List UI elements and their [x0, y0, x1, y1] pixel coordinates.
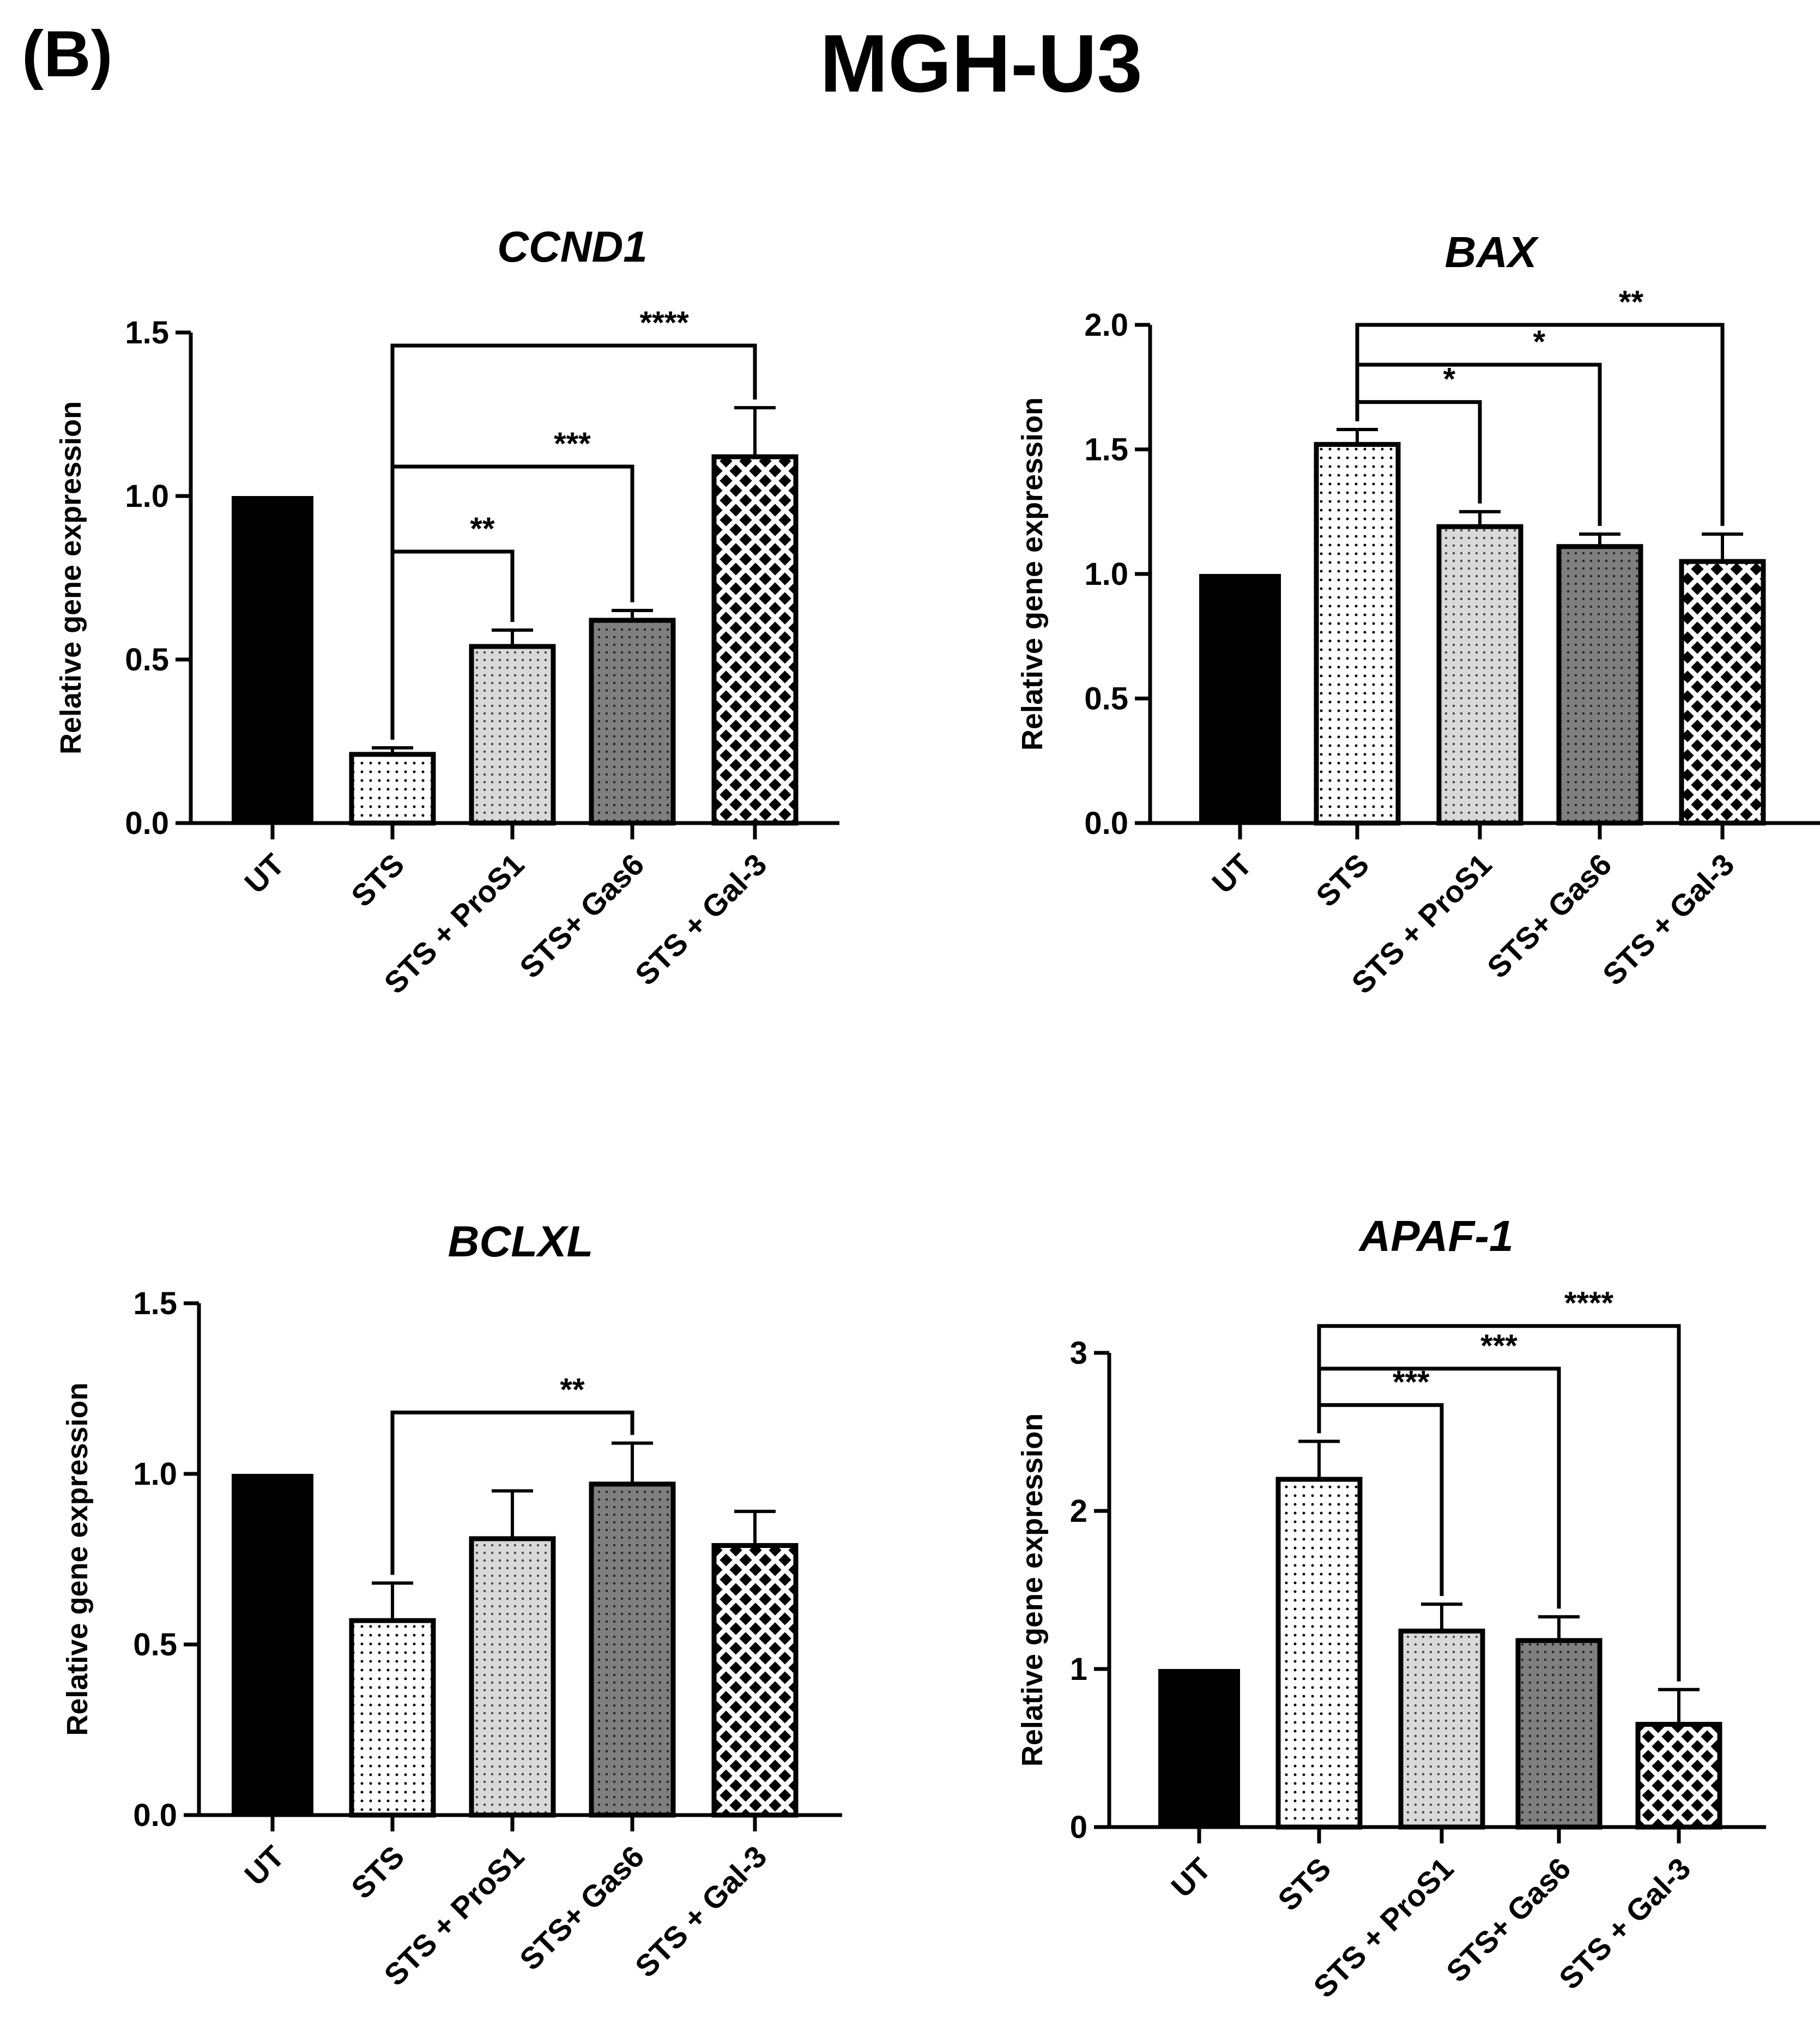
bar	[349, 752, 436, 826]
x-tick-label: STS	[1271, 1851, 1338, 1918]
y-tick-label: 0.0	[125, 806, 169, 841]
y-tick-label: 3	[1070, 1335, 1087, 1371]
significance-label: *	[1443, 362, 1455, 397]
chart-title: CCND1	[497, 222, 648, 271]
significance-label: **	[1619, 285, 1644, 320]
bar	[1679, 559, 1766, 826]
chart-title: BCLXL	[448, 1217, 594, 1266]
significance-label: **	[470, 511, 495, 547]
bar	[469, 1536, 556, 1818]
x-tick-label: UT	[1205, 847, 1258, 900]
significance-label: **	[560, 1372, 585, 1407]
significance-label: ****	[640, 305, 690, 341]
bar	[1515, 1638, 1603, 1830]
y-tick-label: 1.5	[1084, 432, 1128, 468]
y-tick-label: 1	[1070, 1652, 1087, 1687]
bar	[589, 1481, 676, 1818]
significance-label: ****	[1564, 1286, 1614, 1321]
y-tick-label: 1.5	[125, 315, 169, 350]
y-tick-label: 0.5	[125, 642, 169, 678]
bar	[711, 454, 799, 826]
y-axis-label: Relative gene expression	[55, 401, 87, 754]
bar	[1635, 1722, 1722, 1830]
bar	[1398, 1628, 1485, 1830]
bar	[1275, 1477, 1363, 1830]
x-tick-label: STS	[1309, 847, 1376, 914]
x-tick-label: STS+ Gas6	[1480, 847, 1618, 985]
x-tick-label: STS + Gal-3	[628, 1839, 773, 1984]
y-tick-label: 0.5	[1084, 681, 1128, 717]
chart-title: BAX	[1445, 228, 1540, 276]
bar	[1436, 524, 1523, 826]
significance-label: ***	[1480, 1328, 1517, 1364]
chart-ccnd1: CCND1 Relative gene expression 0.0 0.5 1.0 1.…	[55, 222, 839, 1000]
bar	[1314, 442, 1401, 826]
chart-bclxl: BCLXL Relative gene expression 0.0 0.5 1.0 1.…	[61, 1217, 842, 1992]
x-tick-label: STS	[344, 847, 411, 914]
significance-label: ***	[554, 426, 591, 462]
x-tick-label: UT	[238, 847, 291, 900]
y-tick-label: 1.5	[133, 1286, 177, 1321]
y-tick-label: 1.0	[125, 479, 169, 514]
x-tick-label: UT	[238, 1839, 291, 1892]
bar	[711, 1543, 799, 1818]
significance-bracket	[390, 1410, 634, 1575]
significance-bracket	[1317, 1324, 1681, 1682]
y-tick-label: 1.0	[1084, 557, 1128, 592]
bar	[469, 644, 556, 826]
bar	[1158, 1669, 1240, 1827]
bar	[1556, 544, 1643, 826]
x-tick-label: STS	[344, 1839, 411, 1906]
y-tick-label: 2.0	[1084, 307, 1128, 343]
bar	[232, 496, 313, 823]
x-tick-label: STS+ Gas6	[513, 1839, 651, 1977]
significance-bracket	[1355, 323, 1725, 526]
panel-label: (B)	[22, 17, 113, 90]
bar	[589, 618, 676, 826]
significance-bracket	[390, 343, 757, 740]
y-tick-label: 0.5	[133, 1627, 177, 1662]
significance-label: *	[1533, 324, 1545, 360]
bar	[349, 1618, 436, 1818]
bar	[1199, 574, 1281, 823]
y-axis-label: Relative gene expression	[1016, 397, 1049, 751]
x-tick-label: STS + Gal-3	[1596, 847, 1741, 992]
chart-bax: BAX Relative gene expression 0.0 0.5 1.0 1.5 2…	[1016, 228, 1820, 1000]
y-tick-label: 0	[1070, 1810, 1087, 1845]
y-axis-label: Relative gene expression	[61, 1382, 94, 1735]
y-tick-label: 0.0	[1084, 806, 1128, 841]
figure-title: MGH-U3	[820, 17, 1142, 109]
x-tick-label: STS + Gal-3	[628, 847, 773, 992]
x-tick-label: UT	[1164, 1851, 1217, 1904]
y-axis-label: Relative gene expression	[1016, 1413, 1049, 1767]
x-tick-label: STS+ Gas6	[513, 847, 651, 985]
y-tick-label: 2	[1070, 1493, 1087, 1529]
y-tick-label: 1.0	[133, 1456, 177, 1492]
significance-label: ***	[1393, 1365, 1430, 1400]
y-tick-label: 0.0	[133, 1798, 177, 1833]
bar	[232, 1474, 313, 1815]
chart-title: APAF-1	[1358, 1212, 1514, 1260]
